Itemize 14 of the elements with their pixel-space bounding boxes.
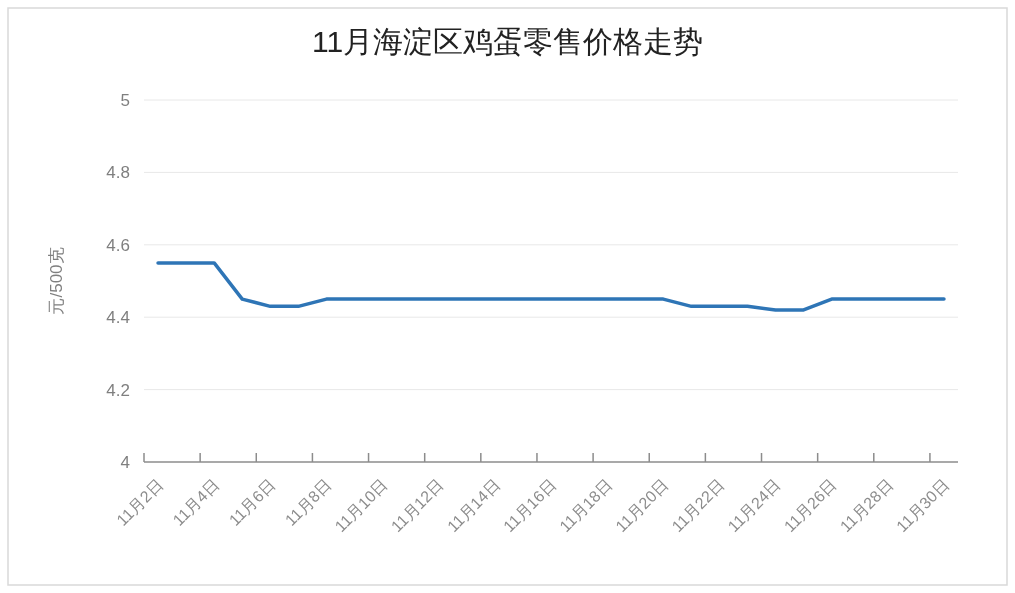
- y-tick-label: 4.2: [106, 380, 130, 400]
- chart-title: 11月海淀区鸡蛋零售价格走势: [311, 25, 704, 58]
- x-tick-label: 11月14日: [444, 476, 503, 536]
- y-tick-label: 4.8: [106, 163, 130, 183]
- y-tick-label: 5: [120, 91, 130, 110]
- x-tick-label: 11月2日: [113, 476, 167, 529]
- y-axis-title: 元/500克: [47, 247, 66, 315]
- y-tick-label: 4.6: [106, 235, 130, 255]
- x-tick-label: 11月4日: [169, 476, 223, 529]
- y-tick-label: 4: [120, 453, 130, 472]
- line-series: [156, 261, 946, 312]
- x-tick-label: 11月30日: [893, 476, 953, 536]
- y-tick-label: 4.4: [106, 308, 130, 328]
- x-tick-label: 11月6日: [225, 476, 279, 529]
